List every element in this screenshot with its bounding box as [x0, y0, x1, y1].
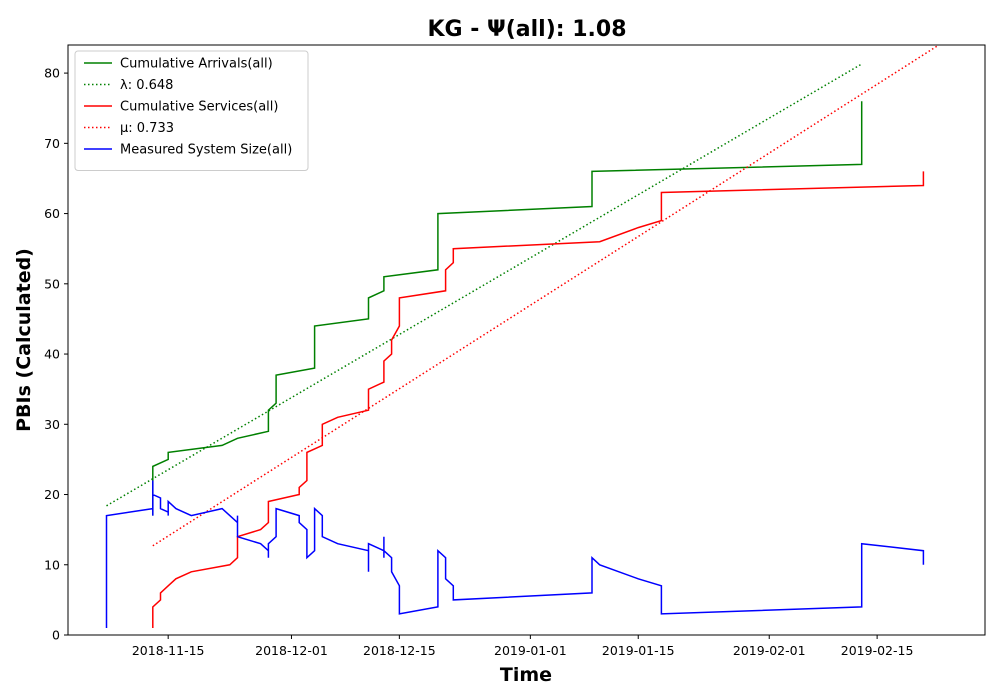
legend-box — [74, 50, 309, 171]
x-tick-label: 2018-12-15 — [363, 643, 436, 658]
x-tick-label: 2019-01-01 — [494, 643, 567, 658]
legend: Cumulative Arrivals(all) λ: 0.648 Cumulati… — [74, 50, 309, 171]
y-axis-label: PBIs (Calculated) — [13, 248, 35, 432]
y-axis-ticks: 0 10 20 30 40 50 60 70 80 — [44, 66, 68, 643]
legend-label-cumulative-arrivals-all: Cumulative Arrivals(all) — [120, 57, 273, 72]
y-tick-label: 30 — [44, 417, 60, 432]
y-tick-label: 60 — [44, 206, 60, 221]
y-tick-label: 10 — [44, 557, 60, 572]
x-tick-label: 2019-02-01 — [733, 643, 806, 658]
x-tick-label: 2019-01-15 — [602, 643, 675, 658]
x-axis-label: Time — [500, 664, 552, 686]
series-line-cumulative-services-all — [152, 171, 925, 628]
legend-label-0-733: μ: 0.733 — [120, 121, 174, 136]
series-line-cumulative-arrivals-all — [152, 101, 863, 516]
series-line-measured-system-size-all — [105, 480, 925, 628]
y-tick-label: 40 — [44, 347, 60, 362]
y-tick-label: 20 — [44, 487, 60, 502]
y-tick-label: 80 — [44, 66, 60, 81]
x-tick-label: 2018-12-01 — [255, 643, 328, 658]
legend-label-0-648: λ: 0.648 — [120, 78, 173, 93]
y-tick-label: 70 — [44, 136, 60, 151]
series-line-0-648 — [106, 63, 863, 507]
x-tick-label: 2018-11-15 — [132, 643, 205, 658]
chart-title: KG - Ψ(all): 1.08 — [427, 17, 626, 42]
x-axis-ticks: 2018-11-15 2018-12-01 2018-12-15 2019-01-01… — [132, 635, 914, 658]
legend-label-cumulative-services-all: Cumulative Services(all) — [120, 100, 278, 115]
series-line-0-733 — [152, 44, 940, 547]
plot-frame — [67, 44, 986, 636]
plot-lines — [105, 44, 940, 628]
y-tick-label: 0 — [52, 628, 60, 643]
legend-label-measured-system-size-all: Measured System Size(all) — [120, 143, 292, 158]
y-tick-label: 50 — [44, 276, 60, 291]
x-tick-label: 2019-02-15 — [841, 643, 914, 658]
